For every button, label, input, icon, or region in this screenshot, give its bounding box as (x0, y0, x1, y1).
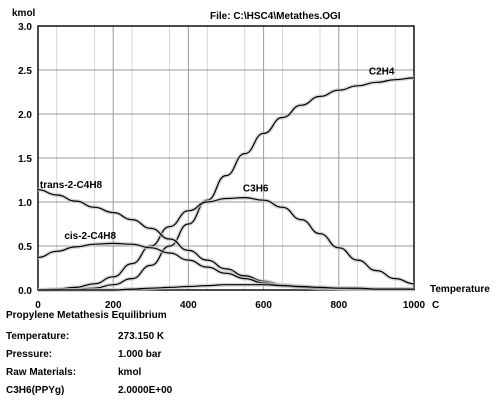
info-value: 2.0000E+00 (118, 385, 173, 396)
info-value: kmol (118, 367, 142, 378)
info-row-raw-materials: Raw Materials: kmol (6, 367, 306, 380)
x-tick-label: 1000 (403, 300, 426, 310)
info-value: 1.000 bar (118, 349, 162, 360)
y-tick-label: 1.5 (18, 154, 32, 165)
info-title: Propylene Metathesis Equilibrium (6, 310, 167, 321)
y-tick-label: 2.5 (18, 66, 32, 77)
info-label: Pressure: (6, 349, 53, 360)
chart-title: File: C:\HSC4\Metathes.OGI (210, 11, 341, 22)
series-line-baseline (38, 284, 414, 291)
y-tick-label: 3.0 (18, 22, 32, 33)
x-tick-label: 400 (180, 300, 197, 310)
x-tick-label: 0 (35, 300, 41, 310)
info-label: Temperature: (6, 331, 70, 342)
info-label: Raw Materials: (6, 367, 77, 378)
y-tick-label: 0.0 (18, 286, 32, 297)
info-row-temperature: Temperature: 273.150 K (6, 331, 306, 344)
info-label: C3H6(PPYg) (6, 385, 65, 396)
y-axis-label: kmol (12, 8, 36, 19)
y-tick-label: 1.0 (18, 198, 32, 209)
x-tick-label: 600 (255, 300, 272, 310)
series-label-cis-2-c4h8: cis-2-C4H8 (64, 231, 116, 242)
series-label-c2h4: C2H4 (369, 66, 395, 77)
x-tick-label: 800 (330, 300, 347, 310)
equilibrium-chart: 0 200 400 600 800 1000 0.0 0.5 1.0 1.5 2.0 2.5 3.0 C2… (12, 8, 490, 310)
x-axis-label: Temperature (430, 284, 490, 295)
plot-frame (37, 25, 415, 291)
y-tick-label: 2.0 (18, 110, 32, 121)
y-tick-label: 0.5 (18, 242, 32, 253)
info-row-pressure: Pressure: 1.000 bar (6, 349, 306, 362)
series-label-c3h6: C3H6 (243, 183, 269, 194)
x-axis-unit: C (432, 300, 439, 310)
series-label-trans-2-c4h8: trans-2-C4H8 (40, 180, 103, 191)
series-line-c2h4 (38, 77, 415, 291)
info-row-feed: C3H6(PPYg) 2.0000E+00 (6, 385, 306, 398)
x-tick-label: 200 (105, 300, 122, 310)
series-line-c3h6 (37, 196, 415, 291)
info-value: 273.150 K (118, 331, 165, 342)
